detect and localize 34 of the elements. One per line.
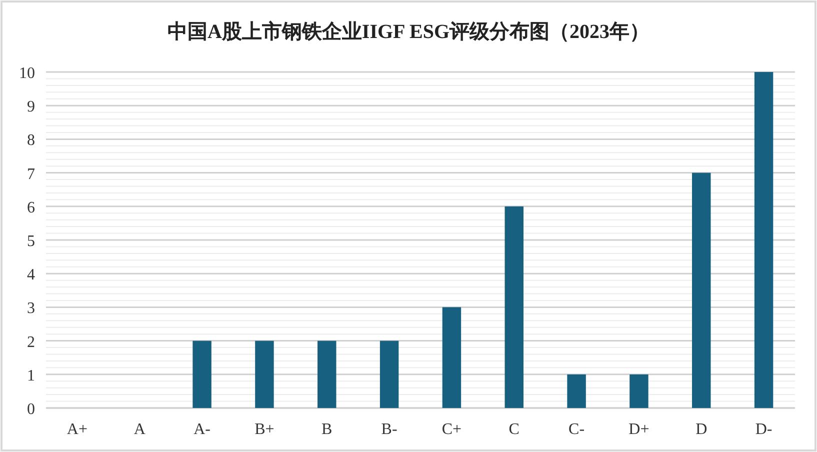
x-tick-label: D: [696, 421, 708, 438]
y-tick-label: 5: [27, 233, 35, 250]
y-tick-label: 4: [27, 266, 35, 284]
bar: [380, 340, 399, 408]
x-tick-label: D+: [628, 421, 650, 438]
y-tick-label: 1: [27, 367, 35, 384]
x-tick-label: A+: [66, 421, 88, 438]
x-tick-label: B-: [381, 421, 398, 438]
y-tick-label: 8: [27, 132, 35, 150]
bar: [754, 72, 774, 408]
bar: [630, 374, 648, 408]
x-tick-label: C: [508, 421, 520, 438]
x-tick-label: B+: [254, 421, 274, 438]
bar: [255, 340, 274, 408]
x-tick-label: C-: [568, 421, 585, 438]
bar: [442, 307, 462, 408]
chart-title: 中国A股上市钢铁企业IIGF ESG评级分布图（2023年）: [167, 20, 650, 43]
bar: [692, 172, 711, 408]
y-tick-label: 9: [27, 98, 35, 116]
y-tick-label: 2: [27, 334, 35, 351]
bar: [192, 340, 212, 408]
x-tick-label: B: [322, 421, 332, 438]
x-tick-label: D-: [755, 421, 772, 438]
bar: [318, 340, 336, 408]
y-tick-label: 3: [27, 300, 35, 318]
x-tick-label: A-: [194, 421, 210, 438]
bar: [567, 374, 586, 408]
y-tick-label: 7: [27, 166, 35, 183]
y-tick-label: 6: [27, 199, 35, 216]
bar: [504, 206, 524, 408]
y-tick-label: 10: [19, 65, 35, 82]
x-tick-label: C+: [442, 421, 462, 438]
x-tick-label: A: [134, 421, 146, 438]
y-tick-label: 0: [27, 401, 35, 418]
